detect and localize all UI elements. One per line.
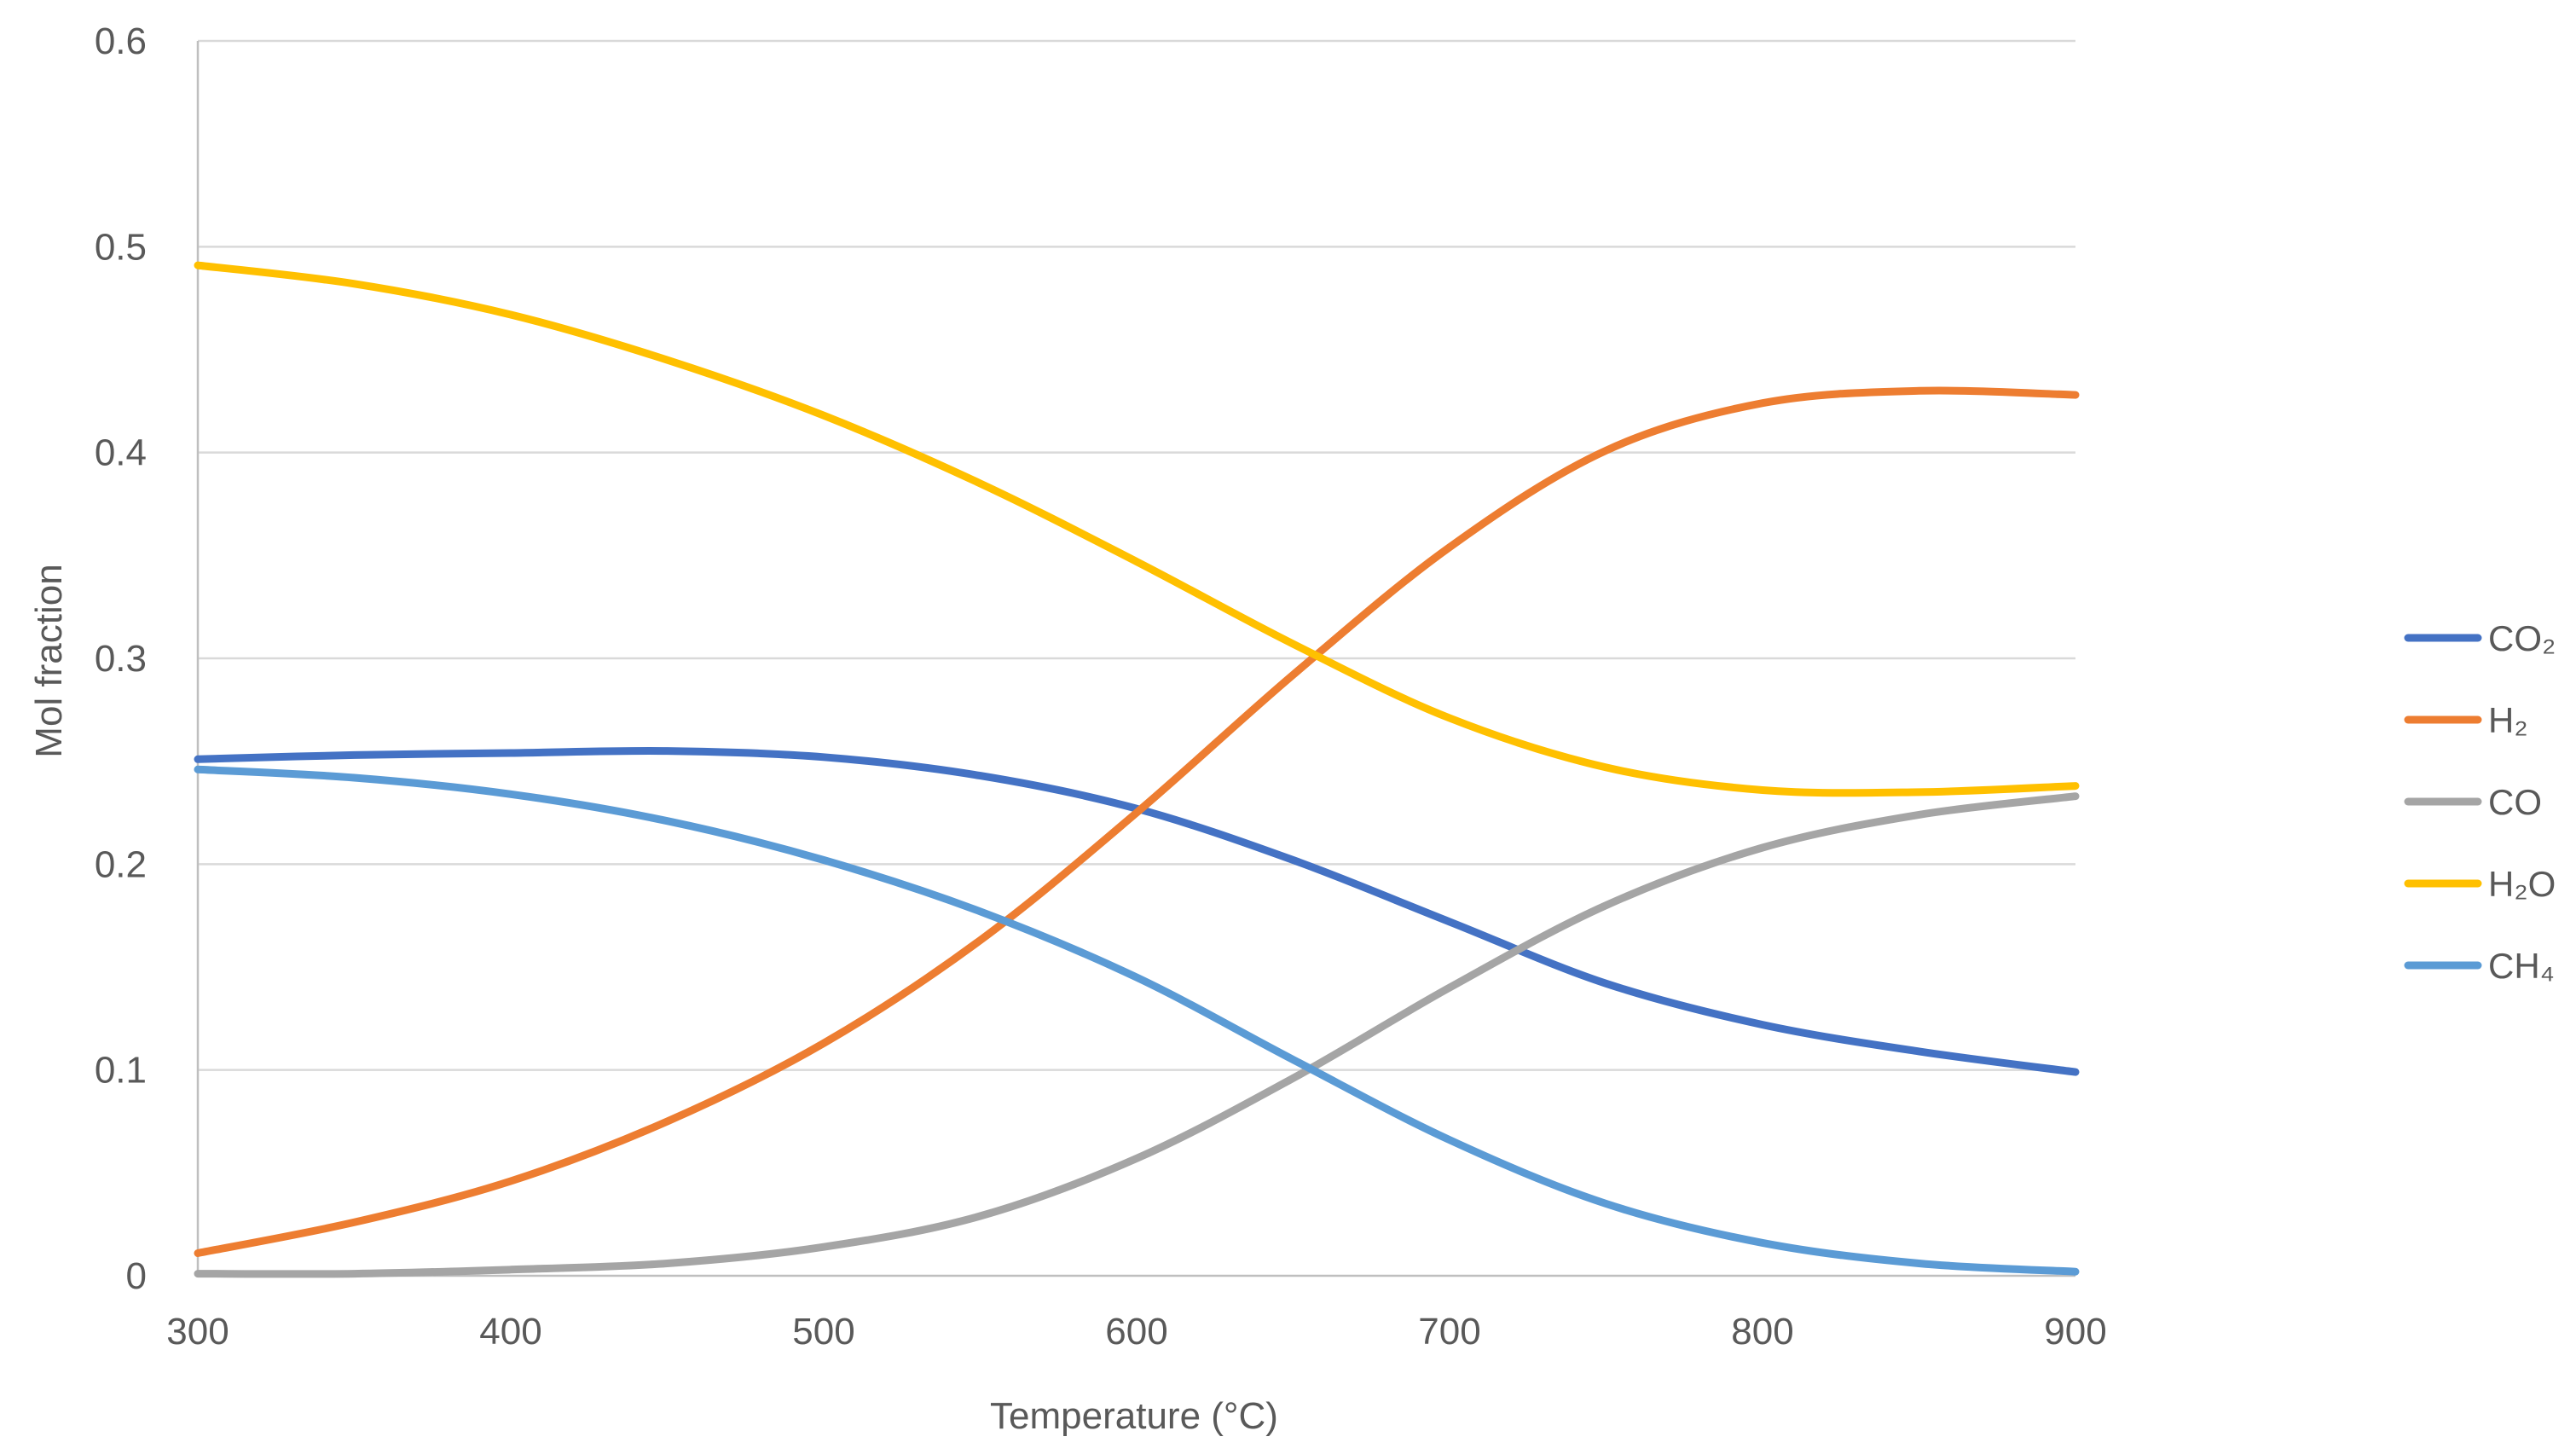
legend: CO₂ H₂ CO H₂O CH₄ bbox=[2404, 618, 2556, 986]
y-tick-label: 0 bbox=[126, 1255, 147, 1297]
x-axis-ticks: 300 400 500 600 700 800 900 bbox=[166, 1311, 2106, 1353]
axes bbox=[196, 41, 2075, 1277]
x-tick-label: 700 bbox=[1418, 1311, 1480, 1353]
y-tick-label: 0.1 bbox=[95, 1050, 147, 1092]
y-tick-label: 0.6 bbox=[95, 20, 147, 62]
legend-label: CO bbox=[2488, 782, 2542, 822]
series-line bbox=[194, 765, 2080, 1276]
y-tick-label: 0.5 bbox=[95, 226, 147, 268]
series-lines bbox=[194, 261, 2080, 1278]
series-line bbox=[194, 386, 2080, 1257]
gridlines bbox=[198, 39, 2075, 1071]
x-tick-label: 400 bbox=[479, 1311, 541, 1353]
x-tick-label: 500 bbox=[792, 1311, 854, 1353]
x-tick-label: 800 bbox=[1731, 1311, 1793, 1353]
series-line bbox=[194, 792, 2080, 1278]
x-tick-label: 900 bbox=[2044, 1311, 2106, 1353]
x-tick-label: 300 bbox=[166, 1311, 229, 1353]
y-axis-ticks: 0 0.1 0.2 0.3 0.4 0.5 0.6 bbox=[95, 20, 147, 1297]
x-tick-label: 600 bbox=[1105, 1311, 1167, 1353]
legend-label: H₂ bbox=[2488, 700, 2528, 740]
legend-label: H₂O bbox=[2488, 864, 2556, 904]
x-axis-title: Temperature (°C) bbox=[990, 1395, 1278, 1437]
series-line bbox=[194, 746, 2080, 1076]
series-line bbox=[194, 261, 2080, 797]
legend-label: CH₄ bbox=[2488, 946, 2555, 986]
y-tick-label: 0.2 bbox=[95, 843, 147, 885]
y-tick-label: 0.4 bbox=[95, 432, 147, 474]
y-axis-title: Mol fraction bbox=[28, 564, 70, 757]
y-tick-label: 0.3 bbox=[95, 638, 147, 680]
legend-label: CO₂ bbox=[2488, 618, 2556, 658]
